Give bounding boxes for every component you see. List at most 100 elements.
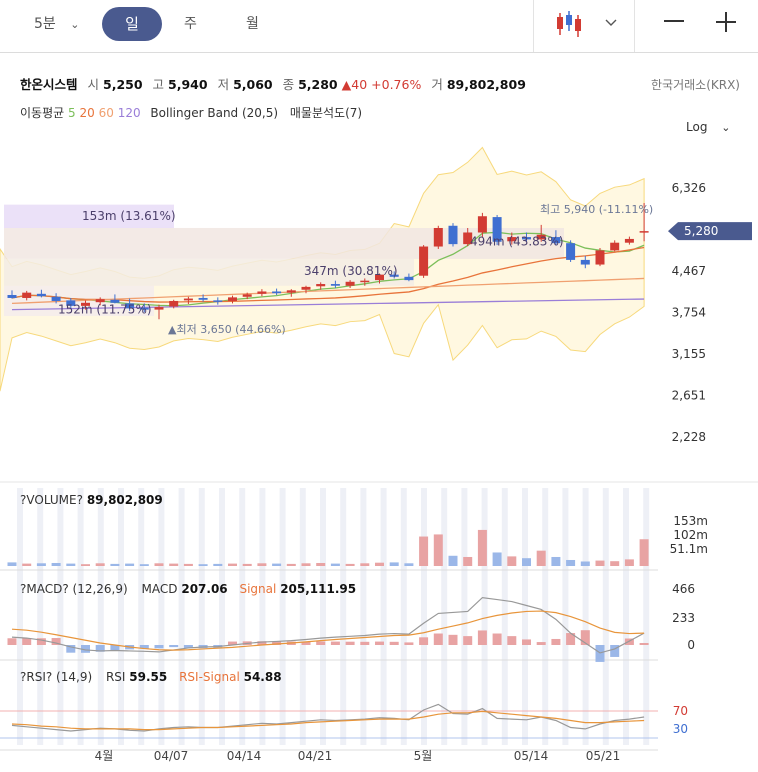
candle-body bbox=[139, 307, 149, 310]
rsi-axis-label-70: 70 bbox=[673, 704, 688, 718]
candle-body bbox=[228, 297, 237, 301]
volume-bar bbox=[169, 563, 179, 566]
candle-body bbox=[316, 284, 326, 287]
candle-body bbox=[610, 242, 620, 251]
macd-histogram-bar bbox=[22, 638, 32, 645]
divider bbox=[533, 0, 534, 52]
candle-body bbox=[492, 217, 502, 242]
price-axis-label: 2,651 bbox=[672, 389, 706, 403]
volume-bar bbox=[536, 550, 546, 566]
candle-body bbox=[551, 237, 561, 244]
candle-body bbox=[536, 234, 546, 240]
macd-histogram-bar bbox=[66, 645, 76, 653]
volume-profile-bar bbox=[4, 258, 414, 286]
macd-histogram-bar bbox=[125, 645, 135, 650]
candle-body bbox=[125, 303, 135, 309]
candle-body bbox=[272, 291, 282, 294]
volume-bar bbox=[345, 563, 355, 566]
candle-body bbox=[36, 293, 46, 297]
price-axis-label: 4,467 bbox=[672, 264, 706, 278]
macd-histogram-bar bbox=[507, 636, 517, 645]
interval-select[interactable]: 5분 ⌄ bbox=[34, 0, 79, 48]
candle-body bbox=[7, 294, 17, 298]
macd-histogram-bar bbox=[580, 630, 590, 645]
macd-histogram-bar bbox=[228, 641, 237, 645]
volume-bar bbox=[404, 563, 414, 566]
bollinger-label: Bollinger Band (20,5) bbox=[150, 106, 279, 120]
volume-bar bbox=[580, 561, 590, 566]
rsi-signal-value: 54.88 bbox=[243, 670, 282, 684]
price-axis-label: 6,326 bbox=[672, 181, 706, 195]
volume-bar bbox=[95, 563, 105, 566]
volume-panel-title: ?VOLUME? bbox=[20, 493, 83, 507]
candle-body bbox=[404, 276, 414, 281]
candle-body bbox=[169, 300, 179, 307]
current-price-label: 5,280 bbox=[684, 224, 718, 238]
high-value: 5,940 bbox=[168, 77, 208, 92]
volume-profile-label: 매물분석도(7) bbox=[289, 106, 363, 120]
ma5-label: 5 bbox=[68, 106, 76, 120]
tab-day[interactable]: 일 bbox=[102, 7, 162, 41]
macd-histogram-bar bbox=[595, 645, 605, 662]
macd-signal-label: Signal bbox=[239, 582, 277, 596]
macd-histogram-bar bbox=[639, 643, 649, 645]
volume-bar bbox=[228, 563, 237, 566]
tab-month[interactable]: 월 bbox=[246, 16, 259, 32]
zoom-out-button[interactable] bbox=[664, 20, 684, 22]
rsi-line bbox=[11, 703, 645, 732]
candlestick-icon bbox=[557, 11, 617, 37]
candle-body bbox=[595, 250, 605, 265]
macd-histogram-bar bbox=[213, 645, 223, 648]
date-axis-label: 5월 bbox=[414, 749, 433, 763]
volume-profile-label: 152m (11.75%) bbox=[58, 303, 152, 317]
moving-average-line bbox=[11, 298, 645, 311]
volume-bar bbox=[522, 558, 531, 566]
volume-profile-label: 494m (43.83%) bbox=[470, 234, 564, 248]
tab-week[interactable]: 주 bbox=[184, 16, 197, 32]
ma20-label: 20 bbox=[79, 106, 95, 120]
low-annotation: ▲최저 3,650 (44.66%) bbox=[168, 323, 286, 336]
volume-bar bbox=[463, 556, 473, 566]
date-axis-label: 04/21 bbox=[298, 749, 333, 763]
scale-select[interactable]: Log ⌄ bbox=[686, 120, 730, 134]
up-arrow-icon: ▲ bbox=[341, 77, 352, 92]
exchange-label: 한국거래소(KRX) bbox=[651, 78, 740, 92]
macd-value: 207.06 bbox=[181, 582, 228, 596]
stock-name: 한온시스템 bbox=[20, 77, 78, 92]
volume-bar bbox=[566, 559, 576, 566]
volume-bar bbox=[66, 563, 76, 566]
volume-bar bbox=[110, 563, 120, 566]
volume-bar bbox=[419, 536, 429, 566]
volume-bar bbox=[595, 560, 605, 566]
candle-body bbox=[639, 231, 649, 233]
candle-body bbox=[507, 237, 517, 242]
zoom-in-button[interactable] bbox=[716, 12, 736, 32]
candle-body bbox=[477, 216, 487, 233]
volume-axis-label: 153m bbox=[673, 514, 708, 528]
volume-axis-label: 102m bbox=[673, 528, 708, 542]
macd-panel-header: ?MACD? (12,26,9) MACD 207.06 Signal 205,… bbox=[20, 582, 356, 596]
volume-bar bbox=[257, 563, 267, 566]
macd-histogram-bar bbox=[301, 641, 311, 645]
volume-bar bbox=[36, 563, 46, 566]
rsi-signal-label: RSI-Signal bbox=[179, 670, 240, 684]
macd-histogram-bar bbox=[536, 642, 546, 645]
volume-bar bbox=[125, 563, 135, 566]
candle-body bbox=[433, 227, 443, 247]
macd-histogram-bar bbox=[624, 638, 634, 645]
candle-body bbox=[624, 238, 634, 243]
indicator-legend[interactable]: 이동평균 5 20 60 120 Bollinger Band (20,5) 매… bbox=[20, 104, 362, 121]
volume-panel-value: 89,802,809 bbox=[86, 493, 163, 507]
volume-bar bbox=[551, 556, 561, 566]
candle-body bbox=[242, 294, 252, 297]
volume-bar bbox=[610, 561, 620, 566]
candle-body bbox=[183, 298, 193, 301]
date-axis-label: 05/21 bbox=[586, 749, 621, 763]
candle-body bbox=[345, 281, 355, 286]
candle-body bbox=[81, 302, 90, 306]
volume-bar bbox=[316, 562, 326, 566]
candle-body bbox=[286, 290, 296, 293]
chart-type-button[interactable] bbox=[556, 9, 626, 39]
macd-histogram-bar bbox=[463, 636, 473, 645]
volume-bar bbox=[213, 563, 223, 566]
